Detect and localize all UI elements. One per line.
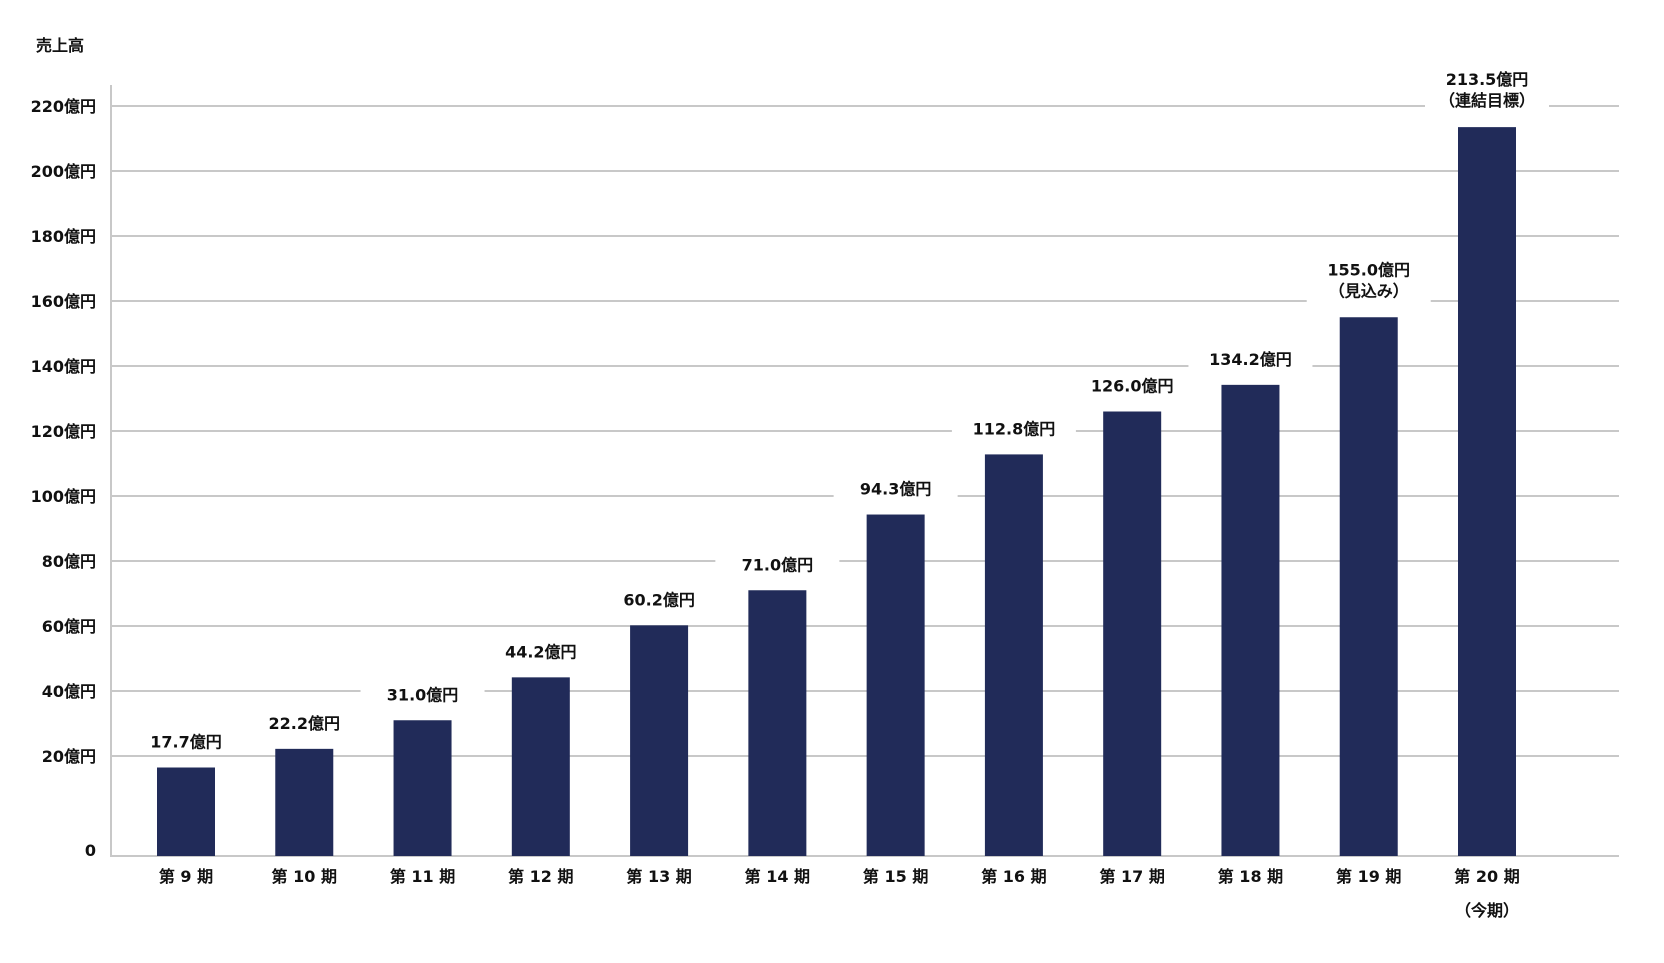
y-tick-label: 40億円: [42, 682, 96, 701]
y-tick-label: 80億円: [42, 552, 96, 571]
y-tick-label: 0: [85, 841, 96, 860]
data-label: 60.2億円: [623, 590, 694, 609]
data-label-note: （見込み）: [1329, 281, 1409, 300]
x-tick-label: 第 17 期: [1099, 867, 1164, 886]
x-tick-label: 第 9 期: [159, 867, 213, 886]
data-label-background: [478, 639, 603, 664]
data-label: 126.0億円: [1091, 377, 1174, 396]
data-label-background: [1425, 67, 1549, 114]
bar: [1458, 127, 1516, 856]
data-label-background: [1070, 373, 1195, 398]
data-label: 44.2億円: [505, 642, 576, 661]
bar: [393, 720, 452, 856]
y-tick-label: 180億円: [31, 227, 96, 246]
data-label-background: [242, 710, 367, 735]
bar: [511, 677, 570, 856]
data-label: 31.0億円: [387, 685, 458, 704]
data-label-background: [1188, 346, 1313, 371]
y-tick-label: 160億円: [31, 292, 96, 311]
x-tick-label: 第 13 期: [626, 867, 691, 886]
data-label-background: [951, 416, 1076, 441]
data-label: 155.0億円: [1327, 260, 1410, 279]
x-tick-label: 第 14 期: [745, 867, 810, 886]
x-tick-label: 第 11 期: [390, 867, 455, 886]
data-label-note: （連結目標）: [1439, 91, 1535, 110]
x-tick-label: 第 18 期: [1218, 867, 1283, 886]
bar: [630, 625, 689, 856]
bar: [157, 767, 215, 856]
x-tick-label: 第 20 期: [1454, 867, 1519, 886]
data-label-background: [833, 476, 958, 501]
data-label: 112.8億円: [973, 419, 1056, 438]
bar: [1103, 411, 1162, 856]
data-label: 134.2億円: [1209, 350, 1292, 369]
y-axis-title: 売上高: [36, 36, 84, 55]
bar: [866, 514, 925, 856]
x-tick-label: 第 12 期: [508, 867, 573, 886]
bar: [1221, 384, 1280, 856]
x-tick-note: （今期）: [1455, 901, 1519, 920]
data-label-background: [597, 587, 722, 612]
data-label: 213.5億円: [1446, 70, 1529, 89]
data-label: 71.0億円: [742, 555, 813, 574]
data-label-background: [715, 552, 840, 577]
data-label-background: [1306, 257, 1431, 304]
x-tick-label: 第 16 期: [981, 867, 1046, 886]
bar: [275, 748, 334, 856]
y-tick-label: 100億円: [31, 487, 96, 506]
y-tick-label: 200億円: [31, 162, 96, 181]
y-tick-label: 120億円: [31, 422, 96, 441]
x-tick-label: 第 15 期: [863, 867, 928, 886]
bar: [1339, 317, 1398, 856]
bar: [984, 454, 1043, 856]
bar: [748, 590, 807, 856]
data-label: 17.7億円: [150, 733, 221, 752]
y-tick-label: 220億円: [31, 97, 96, 116]
data-label: 94.3億円: [860, 480, 931, 499]
y-tick-label: 140億円: [31, 357, 96, 376]
data-label-background: [124, 729, 248, 754]
y-tick-label: 60億円: [42, 617, 96, 636]
data-label: 22.2億円: [269, 714, 340, 733]
x-tick-label: 第 10 期: [272, 867, 337, 886]
y-tick-label: 20億円: [42, 747, 96, 766]
data-label-background: [360, 682, 485, 707]
x-tick-label: 第 19 期: [1336, 867, 1401, 886]
